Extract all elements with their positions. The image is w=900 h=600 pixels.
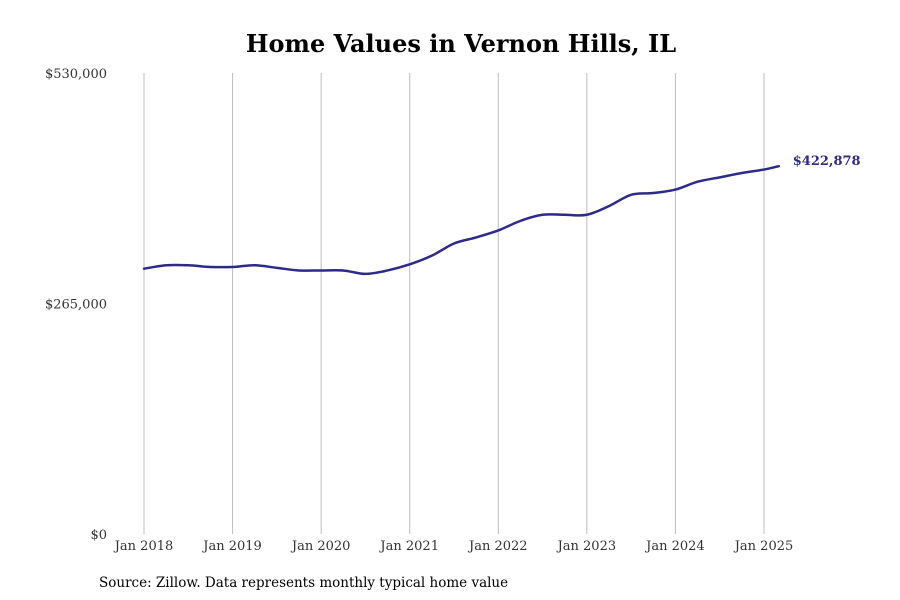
y-tick-label: $0 bbox=[90, 528, 107, 543]
x-tick-label: Jan 2018 bbox=[113, 539, 174, 554]
series-group: $422,878 bbox=[142, 154, 861, 276]
y-axis-ticks: $0 $265,000 $530,000 bbox=[45, 67, 107, 543]
x-tick-label: Jan 2022 bbox=[467, 539, 528, 554]
source-note: Source: Zillow. Data represents monthly … bbox=[99, 575, 508, 591]
x-tick-label: Jan 2021 bbox=[378, 539, 439, 554]
x-tick-label: Jan 2025 bbox=[733, 539, 794, 554]
y-tick-label: $530,000 bbox=[45, 67, 107, 82]
gridlines bbox=[143, 73, 765, 534]
end-value-label: $422,878 bbox=[793, 154, 861, 169]
x-tick-label: Jan 2024 bbox=[644, 539, 705, 554]
x-axis-ticks: Jan 2018 Jan 2019 Jan 2020 Jan 2021 Jan 2022… bbox=[113, 539, 794, 554]
y-tick-label: $265,000 bbox=[45, 298, 107, 313]
chart-title: Home Values in Vernon Hills, IL bbox=[246, 29, 676, 58]
series-line bbox=[142, 164, 781, 276]
x-tick-label: Jan 2023 bbox=[556, 539, 617, 554]
x-tick-label: Jan 2019 bbox=[201, 539, 262, 554]
x-tick-label: Jan 2020 bbox=[290, 539, 351, 554]
